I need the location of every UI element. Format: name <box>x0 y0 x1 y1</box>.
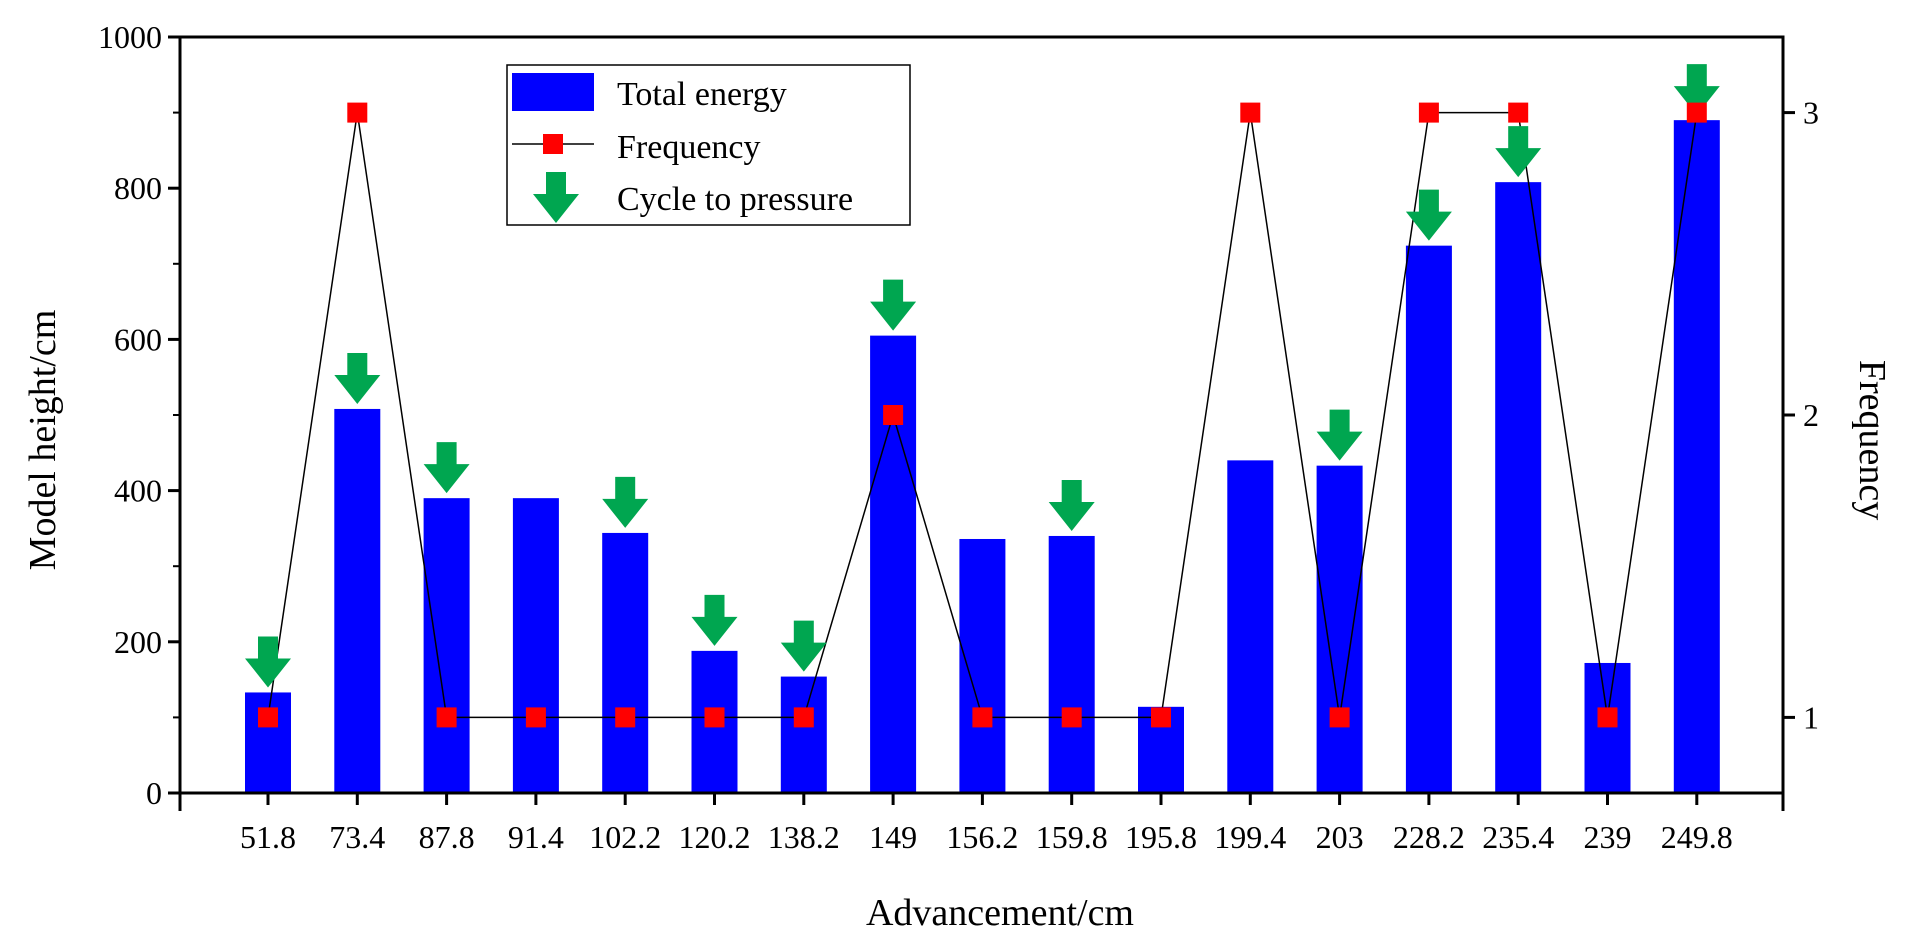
x-tick-label: 228.2 <box>1393 819 1465 855</box>
x-tick-label: 199.4 <box>1214 819 1286 855</box>
bar <box>423 498 470 793</box>
cycle-arrow-marker <box>1673 64 1720 116</box>
x-tick-label: 203 <box>1316 819 1364 855</box>
bar <box>1048 535 1095 793</box>
y2-tick-label: 3 <box>1803 95 1819 131</box>
frequency-marker <box>525 707 546 728</box>
cycle-arrow-marker <box>334 352 381 404</box>
frequency-marker <box>1686 102 1707 123</box>
x-tick-label: 91.4 <box>508 819 564 855</box>
frequency-marker <box>1329 707 1350 728</box>
bar <box>1227 460 1274 793</box>
legend-label-cycle-to-pressure: Cycle to pressure <box>617 181 853 218</box>
legend-swatch-total-energy <box>512 73 594 111</box>
cycle-arrow-marker <box>1316 409 1363 461</box>
cycle-arrow-marker <box>1048 479 1095 531</box>
x-tick-label: 51.8 <box>240 819 296 855</box>
plot-layer: 0 200 400 600 800 1000 1 2 3 51.8 73.4 87.8 91.4 102.… <box>98 19 1819 855</box>
frequency-marker <box>883 405 904 425</box>
y-tick-label: 600 <box>114 321 162 357</box>
bar <box>334 408 381 793</box>
x-tick-label: 235.4 <box>1482 819 1554 855</box>
frequency-marker <box>258 707 278 728</box>
legend-arrow-cycle-to-pressure <box>533 172 579 223</box>
legend-marker-frequency <box>543 134 563 154</box>
frequency-marker <box>1508 102 1529 123</box>
bar <box>1495 182 1542 794</box>
cycle-arrow-marker <box>870 279 917 331</box>
y-tick-label: 1000 <box>98 19 162 55</box>
cycle-arrow-marker <box>245 636 291 688</box>
frequency-marker <box>1240 102 1261 123</box>
cycle-arrow-marker <box>602 476 649 528</box>
x-tick-label: 156.2 <box>946 819 1018 855</box>
y-tick-label: 200 <box>114 624 162 660</box>
x-tick-label: 149 <box>869 819 917 855</box>
x-tick-label: 73.4 <box>329 819 385 855</box>
x-axis-title: Advancement/cm <box>866 892 1134 934</box>
x-tick-label: 249.8 <box>1661 819 1733 855</box>
y-axis-title: Model height/cm <box>22 310 64 571</box>
frequency-marker <box>615 707 636 728</box>
bar <box>959 538 1006 793</box>
frequency-marker <box>436 707 457 728</box>
bar <box>780 676 827 793</box>
y-tick-label: 800 <box>114 170 162 206</box>
x-tick-label: 239 <box>1584 819 1632 855</box>
bar <box>1673 120 1720 793</box>
frequency-marker <box>1597 707 1618 728</box>
frequency-marker <box>1151 707 1171 728</box>
y2-axis-title: Frequency <box>1851 360 1893 520</box>
bar <box>1316 465 1363 793</box>
x-tick-label: 138.2 <box>768 819 840 855</box>
bar <box>870 335 917 793</box>
x-tick-label: 195.8 <box>1125 819 1197 855</box>
cycle-arrow-marker <box>423 442 470 494</box>
cycle-arrow-marker <box>1405 189 1452 241</box>
frequency-marker <box>972 707 993 728</box>
x-tick-label: 87.8 <box>419 819 475 855</box>
frequency-marker <box>1061 707 1082 728</box>
y-tick-label: 400 <box>114 473 162 509</box>
cycle-arrow-marker <box>780 620 827 672</box>
frequency-marker <box>1418 102 1439 123</box>
frequency-marker <box>347 102 368 123</box>
cycle-arrow-marker <box>691 594 738 646</box>
cycle-arrow-marker <box>1495 126 1542 178</box>
legend: Total energy Frequency Cycle to pressure <box>506 64 911 226</box>
bar <box>1584 662 1631 793</box>
x-tick-label: 159.8 <box>1036 819 1108 855</box>
bar <box>602 532 649 793</box>
legend-label-total-energy: Total energy <box>617 76 787 113</box>
y-tick-label: 0 <box>146 775 162 811</box>
bar <box>1405 245 1452 793</box>
bar <box>512 498 559 793</box>
frequency-marker <box>704 707 725 728</box>
y2-tick-label: 1 <box>1803 699 1819 735</box>
legend-label-frequency: Frequency <box>617 129 761 166</box>
frequency-marker <box>793 707 814 728</box>
y2-tick-label: 2 <box>1803 397 1819 433</box>
x-tick-label: 102.2 <box>589 819 661 855</box>
x-tick-label: 120.2 <box>679 819 751 855</box>
